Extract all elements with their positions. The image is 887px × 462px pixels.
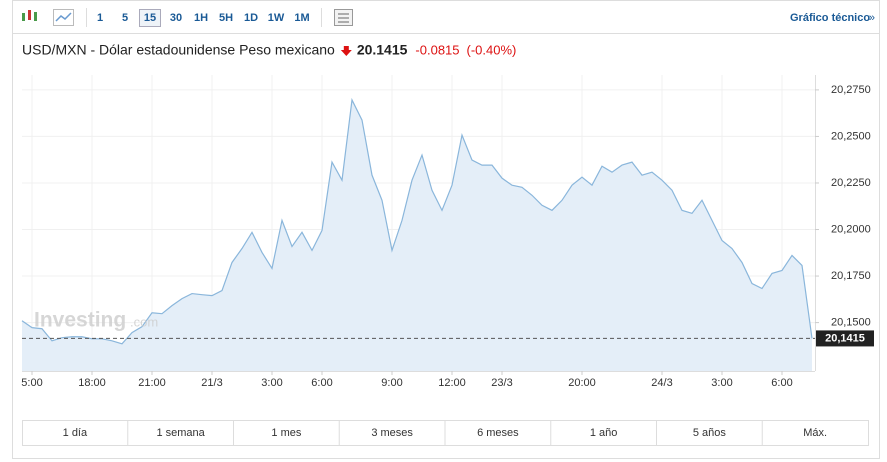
y-tick-label: 20,2500 xyxy=(831,130,871,142)
interval-button[interactable]: 1 xyxy=(97,12,103,24)
area-icon[interactable] xyxy=(53,9,74,26)
plot-area: 20,1500 20,1750 20,2000 20,2250 20,2500 20,27… xyxy=(21,75,874,389)
interval-button[interactable]: 1W xyxy=(268,12,285,24)
x-tick-label: 9:00 xyxy=(381,377,402,389)
candlestick-icon[interactable] xyxy=(22,10,37,21)
active-interval-box xyxy=(139,9,161,27)
range-button[interactable]: Máx. xyxy=(803,427,827,439)
watermark-brand: Investing xyxy=(34,309,126,332)
range-button[interactable]: 1 semana xyxy=(156,427,205,439)
x-tick-label: 21:00 xyxy=(138,377,166,389)
interval-button[interactable]: 30 xyxy=(170,12,182,24)
interval-button[interactable]: 1M xyxy=(294,12,309,24)
range-button[interactable]: 1 año xyxy=(590,427,618,439)
interval-button[interactable]: 5 xyxy=(122,12,128,24)
x-tick-label: 3:00 xyxy=(711,377,732,389)
technical-chart-link[interactable]: Gráfico técnico xyxy=(790,12,870,24)
x-tick-label: 20:00 xyxy=(568,377,596,389)
table-icon[interactable] xyxy=(334,9,353,26)
price-change-percent: (-0.40%) xyxy=(467,42,517,57)
range-button[interactable]: 1 día xyxy=(63,427,88,439)
interval-button[interactable]: 15 xyxy=(144,12,156,24)
range-button[interactable]: 3 meses xyxy=(371,427,413,439)
price-change: -0.0815 xyxy=(415,42,459,57)
price: 20.1415 xyxy=(357,42,408,58)
x-tick-label: 24/3 xyxy=(651,377,672,389)
y-tick-label: 20,2000 xyxy=(831,223,871,235)
last-price-label: 20,1415 xyxy=(825,332,865,344)
last-price-box xyxy=(816,330,874,347)
y-tick-label: 20,2750 xyxy=(831,84,871,96)
range-button[interactable]: 5 años xyxy=(693,427,727,439)
x-tick-label: 3:00 xyxy=(261,377,282,389)
down-arrow xyxy=(340,46,352,56)
instrument-title: USD/MXN - Dólar estadounidense Peso mexi… xyxy=(22,42,335,58)
interval-button[interactable]: 1H xyxy=(194,12,208,24)
x-tick-label: 23/3 xyxy=(491,377,512,389)
interval-button[interactable]: 1D xyxy=(244,12,258,24)
y-tick-label: 20,1500 xyxy=(831,317,871,329)
x-tick-label: 5:00 xyxy=(21,377,42,389)
technical-chart-arrow[interactable]: » xyxy=(869,12,875,24)
range-button[interactable]: 6 meses xyxy=(477,427,519,439)
range-buttons: 1 día 1 semana 1 mes 3 meses 6 meses 1 año 5 a… xyxy=(22,420,869,446)
area-fill xyxy=(22,99,812,371)
x-tick-label: 6:00 xyxy=(771,377,792,389)
y-tick-label: 20,1750 xyxy=(831,270,871,282)
x-tick-label: 6:00 xyxy=(311,377,332,389)
x-tick-label: 12:00 xyxy=(438,377,466,389)
x-tick-label: 21/3 xyxy=(201,377,222,389)
interval-button[interactable]: 5H xyxy=(219,12,233,24)
watermark-suffix: .com xyxy=(130,314,158,329)
range-button[interactable]: 1 mes xyxy=(271,427,301,439)
x-tick-label: 18:00 xyxy=(78,377,106,389)
y-tick-label: 20,2250 xyxy=(831,177,871,189)
price-line xyxy=(21,97,813,345)
